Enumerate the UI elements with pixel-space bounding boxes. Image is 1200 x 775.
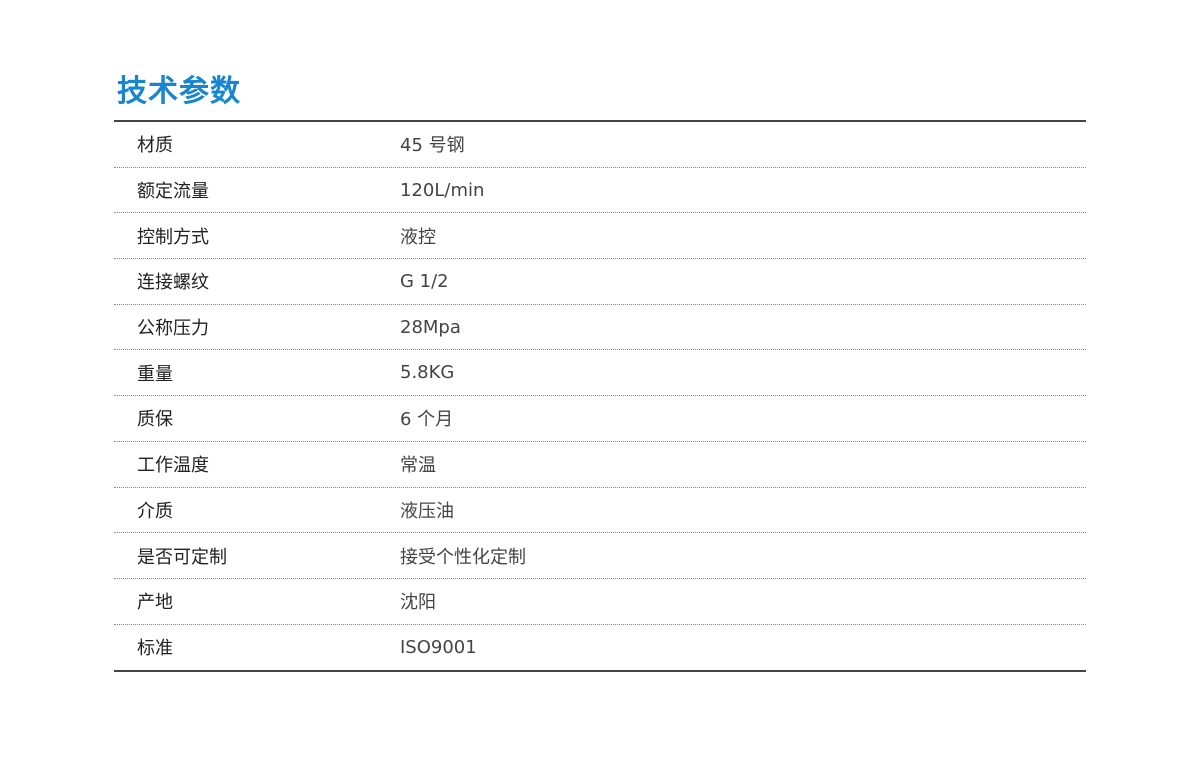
table-row: 产地 沈阳 bbox=[114, 579, 1086, 625]
table-row: 标准 ISO9001 bbox=[114, 625, 1086, 671]
table-row: 质保 6 个月 bbox=[114, 396, 1086, 442]
spec-value: ISO9001 bbox=[400, 636, 477, 658]
page-title: 技术参数 bbox=[117, 74, 241, 109]
table-row: 是否可定制 接受个性化定制 bbox=[114, 533, 1086, 579]
spec-table: 材质 45 号钢额定流量 120L/min 控制方式 液控连接螺纹 G 1/2 公称压力 28… bbox=[114, 120, 1086, 673]
spec-label: 连接螺纹 bbox=[137, 272, 209, 294]
table-row: 连接螺纹 G 1/2 bbox=[114, 259, 1086, 305]
table-row: 材质 45 号钢 bbox=[114, 122, 1086, 168]
table-row: 介质 液压油 bbox=[114, 488, 1086, 534]
spec-value: 28Mpa bbox=[400, 316, 461, 338]
table-row: 工作温度 常温 bbox=[114, 442, 1086, 488]
spec-label: 控制方式 bbox=[137, 226, 209, 248]
spec-value: G 1/2 bbox=[400, 270, 449, 292]
spec-label: 材质 bbox=[137, 135, 173, 157]
table-row: 公称压力 28Mpa bbox=[114, 305, 1086, 351]
spec-label: 标准 bbox=[137, 638, 173, 660]
spec-label: 重量 bbox=[137, 363, 173, 385]
spec-label: 质保 bbox=[137, 409, 173, 431]
spec-label: 产地 bbox=[137, 592, 173, 614]
spec-label: 介质 bbox=[137, 500, 173, 522]
spec-value: 45 号钢 bbox=[400, 135, 465, 157]
table-row: 控制方式 液控 bbox=[114, 213, 1086, 260]
spec-value: 接受个性化定制 bbox=[400, 546, 526, 568]
spec-label: 是否可定制 bbox=[137, 546, 227, 568]
spec-value: 6 个月 bbox=[400, 409, 454, 431]
table-row: 额定流量 120L/min bbox=[114, 168, 1086, 214]
spec-label: 工作温度 bbox=[137, 455, 209, 477]
spec-label: 公称压力 bbox=[137, 318, 209, 340]
spec-value: 常温 bbox=[400, 455, 436, 477]
spec-value: 沈阳 bbox=[400, 592, 436, 614]
spec-value: 5.8KG bbox=[400, 362, 455, 384]
table-row: 重量 5.8KG bbox=[114, 350, 1086, 397]
spec-value: 120L/min bbox=[400, 179, 485, 201]
spec-label: 额定流量 bbox=[137, 181, 209, 203]
spec-value: 液控 bbox=[400, 226, 436, 248]
spec-value: 液压油 bbox=[400, 500, 454, 522]
